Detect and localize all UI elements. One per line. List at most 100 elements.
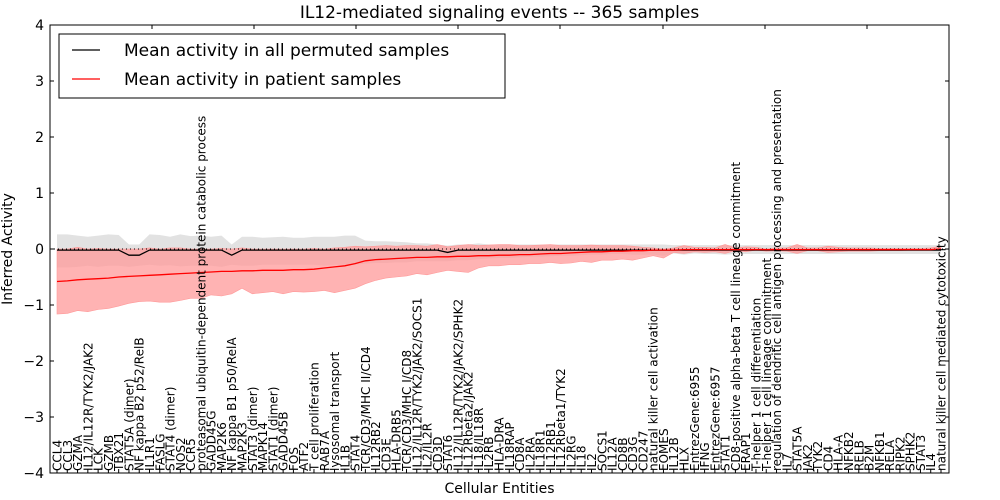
x-tick-label: NF kappa B2 p52/RelB bbox=[133, 337, 147, 471]
x-tick-label: IL2 bbox=[585, 453, 599, 471]
x-tick-label: TCR/CD3/MHC II/CD4 bbox=[359, 346, 373, 472]
x-tick-label: MAP2K3 bbox=[236, 422, 250, 471]
x-tick-label: GADD45B bbox=[277, 412, 291, 472]
x-tick-label: RELB bbox=[852, 440, 866, 471]
x-tick-label: IL12RB1 bbox=[544, 421, 558, 471]
x-tick-label: STAT5A (dimer) bbox=[123, 378, 137, 471]
x-tick-label: natural killer cell activation bbox=[647, 307, 661, 471]
x-tick-label: NOS2 bbox=[174, 437, 188, 471]
x-tick-label: CCR5 bbox=[184, 438, 198, 471]
x-tick-label: IL18R1 bbox=[534, 430, 548, 471]
legend-label-patient: Mean activity in patient samples bbox=[124, 70, 401, 90]
x-tick-label: ERAP1 bbox=[739, 432, 753, 471]
x-tick-label: NFKB1 bbox=[873, 431, 887, 471]
x-tick-label: LCK bbox=[92, 447, 106, 471]
y-tick-label: 4 bbox=[35, 18, 44, 34]
chart-title: IL12-mediated signaling events -- 365 sa… bbox=[300, 3, 700, 23]
x-tick-label: STAT3 bbox=[914, 435, 928, 471]
x-tick-label: CD3E bbox=[379, 438, 393, 471]
confidence-bands bbox=[56, 234, 942, 315]
x-tick-label: STAT6 bbox=[441, 435, 455, 471]
x-tick-label: STAT1 (dimer) bbox=[266, 387, 280, 471]
x-tick-label: IL1R1 bbox=[143, 437, 157, 471]
x-tick-label: IL12/IL12R/TYK2/JAK2 bbox=[81, 342, 95, 471]
x-tick-label: STAT4 (dimer) bbox=[164, 387, 178, 471]
x-tick-label: IL12Rbeta2/JAK2 bbox=[462, 371, 476, 471]
x-tick-label: GADD45G bbox=[205, 410, 219, 471]
x-tick-label: CCL4 bbox=[51, 440, 65, 471]
x-tick-label: SOCS1 bbox=[595, 430, 609, 471]
x-tick-label: IL1B bbox=[338, 445, 352, 471]
x-tick-label: HLX bbox=[678, 447, 692, 471]
plot-frame bbox=[49, 24, 950, 474]
x-tick-label: TYK2 bbox=[811, 441, 825, 472]
x-tick-label: GZMA bbox=[71, 434, 85, 471]
x-tick-label: RAB7A bbox=[318, 430, 332, 471]
x-tick-label: SPHK2 bbox=[904, 432, 918, 471]
y-axis-ticks: −4 −3 −2 −1 0 1 2 3 4 bbox=[23, 18, 949, 482]
x-tick-label: STAT4 bbox=[349, 435, 363, 471]
x-tick-label: IL12RB2 bbox=[369, 421, 383, 471]
y-tick-label: −3 bbox=[23, 410, 44, 426]
x-tick-label: HLA-DRA bbox=[493, 417, 507, 471]
x-tick-label: CD8A bbox=[513, 437, 527, 471]
legend-label-permuted: Mean activity in all permuted samples bbox=[124, 41, 449, 61]
x-tick-label: CD4 bbox=[821, 446, 835, 471]
x-tick-label: IL7 bbox=[780, 453, 794, 471]
legend: Mean activity in all permuted samples Me… bbox=[58, 33, 506, 99]
x-tick-label: HLA-A bbox=[832, 434, 846, 471]
x-tick-label: regulation of dendritic cell antigen pro… bbox=[770, 89, 784, 471]
y-tick-label: −1 bbox=[23, 298, 44, 314]
x-tick-label: HLA-DRB5 bbox=[390, 409, 404, 471]
x-tick-label: STAT3 (dimer) bbox=[246, 387, 260, 471]
x-tick-label: B2M bbox=[863, 445, 877, 471]
x-tick-label: T-helper 1 cell differentiation bbox=[750, 298, 764, 472]
y-tick-label: −4 bbox=[23, 466, 44, 482]
x-tick-label: CD8B bbox=[616, 438, 630, 472]
x-tick-label: GZMB bbox=[102, 435, 116, 471]
x-tick-label: EntrezGene:6957 bbox=[708, 367, 722, 472]
x-tick-label: JAK2 bbox=[801, 444, 815, 472]
x-tick-label: EOMES bbox=[657, 428, 671, 471]
x-tick-label: CD8-positive alpha-beta T cell lineage c… bbox=[729, 162, 743, 471]
series-lines bbox=[50, 248, 949, 283]
x-axis-ticks: CCL4CCL3GZMAIL12/IL12R/TYK2/JAK2LCKGZMBT… bbox=[51, 25, 949, 473]
x-tick-label: T-helper 1 cell lineage commitment bbox=[760, 258, 774, 472]
x-tick-label: CD3D bbox=[431, 437, 445, 472]
x-tick-label: IL18 bbox=[575, 446, 589, 472]
x-tick-label: FOS bbox=[287, 447, 301, 471]
x-tick-label: IL12/IL12R/TYK2/JAK2/SPHK2 bbox=[451, 299, 465, 471]
y-axis-label: Inferred Activity bbox=[0, 193, 16, 305]
x-tick-label: STAT1 bbox=[719, 435, 733, 471]
x-tick-label: proteasomal ubiquitin-dependent protein … bbox=[194, 116, 208, 471]
patient-mean-line bbox=[56, 248, 942, 283]
x-tick-label: IL2RG bbox=[565, 436, 579, 472]
y-tick-label: 1 bbox=[35, 186, 44, 202]
x-tick-label: IL12Rbeta1/TYK2 bbox=[554, 368, 568, 471]
x-axis-label: Cellular Entities bbox=[444, 481, 554, 497]
x-tick-label: TBX21 bbox=[112, 432, 126, 472]
x-tick-label: IL18RAP bbox=[503, 422, 517, 471]
x-tick-label: NF kappa B1 p50/RelA bbox=[225, 337, 239, 471]
x-tick-label: natural killer cell mediated cytotoxicit… bbox=[935, 236, 949, 471]
x-tick-label: IL12A bbox=[606, 437, 620, 471]
x-tick-label: TCR/CD3/MHC I/CD8 bbox=[400, 350, 414, 472]
x-tick-label: CCL3 bbox=[61, 440, 75, 471]
x-tick-label: lysosomal transport bbox=[328, 351, 342, 471]
x-tick-label: IL12B bbox=[667, 437, 681, 471]
y-tick-label: −2 bbox=[23, 354, 44, 370]
x-tick-label: MAP2K6 bbox=[215, 422, 229, 471]
x-tick-label: IL2RB bbox=[482, 437, 496, 471]
x-tick-label: FASLG bbox=[153, 433, 167, 471]
x-tick-label: IL2/IL2R bbox=[421, 423, 435, 471]
x-tick-label: CD3G bbox=[626, 436, 640, 471]
x-tick-label: IL12/IL12R/TYK2/JAK2/SOCS1 bbox=[410, 298, 424, 471]
x-tick-label: IFNG bbox=[698, 442, 712, 471]
y-tick-label: 0 bbox=[35, 242, 44, 258]
y-tick-label: 2 bbox=[35, 130, 44, 146]
x-tick-label: IL18/IL18R bbox=[472, 408, 486, 471]
x-tick-label: RIPK2 bbox=[893, 436, 907, 471]
x-tick-label: MAPK14 bbox=[256, 422, 270, 471]
x-tick-label: CD247 bbox=[636, 430, 650, 471]
